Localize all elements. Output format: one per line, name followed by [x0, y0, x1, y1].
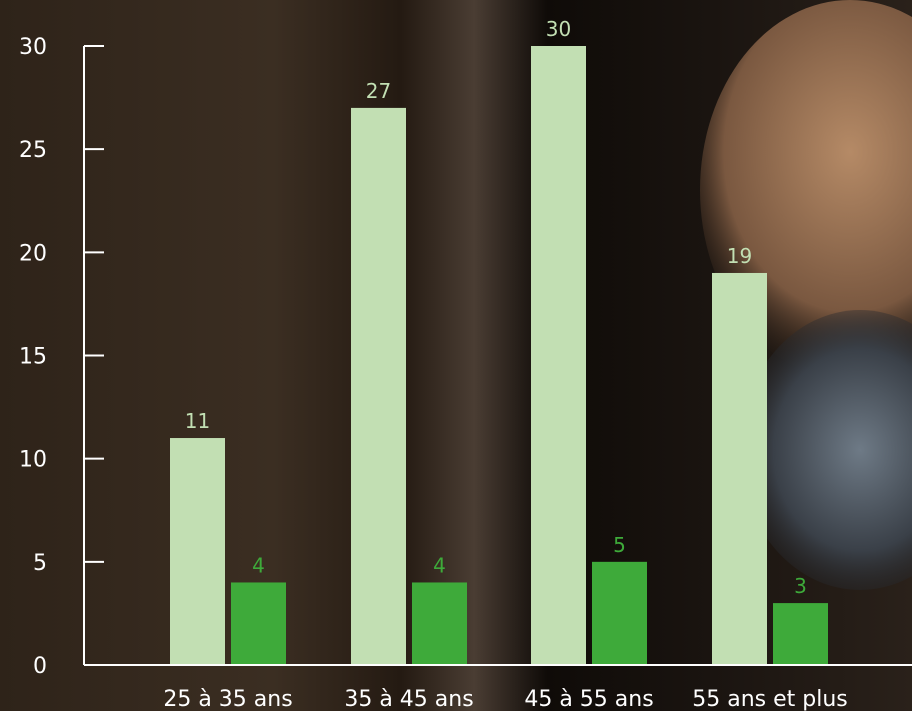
bar-series-2-1: [412, 582, 467, 665]
data-label-series-1-2: 30: [546, 17, 571, 41]
data-label-series-2-1: 4: [433, 553, 446, 577]
y-tick-label: 5: [33, 551, 47, 576]
y-tick-label: 30: [19, 35, 47, 60]
bar-series-1-0: [170, 438, 225, 665]
bar-series-1-2: [531, 46, 586, 665]
data-label-series-2-2: 5: [613, 533, 626, 557]
x-tick-label: 25 à 35 ans: [163, 687, 292, 711]
data-label-series-1-1: 27: [366, 79, 391, 103]
x-tick-label: 55 ans et plus: [692, 687, 848, 711]
x-tick-label: 45 à 55 ans: [524, 687, 653, 711]
x-tick-label: 35 à 45 ans: [344, 687, 473, 711]
bar-series-1-3: [712, 272, 767, 665]
bar-series-1-1: [351, 107, 406, 665]
data-label-series-1-3: 19: [727, 244, 752, 268]
bar-series-2-0: [231, 582, 286, 665]
data-label-series-2-3: 3: [794, 574, 807, 598]
bar-series-2-3: [773, 603, 828, 665]
y-tick-label: 20: [19, 241, 47, 266]
y-tick-label: 25: [19, 138, 47, 163]
data-label-series-2-0: 4: [252, 553, 265, 577]
y-tick-label: 10: [19, 448, 47, 473]
y-tick-label: 0: [33, 654, 47, 679]
y-tick-label: 15: [19, 345, 47, 370]
bar-series-2-2: [592, 561, 647, 665]
data-label-series-1-0: 11: [185, 409, 210, 433]
